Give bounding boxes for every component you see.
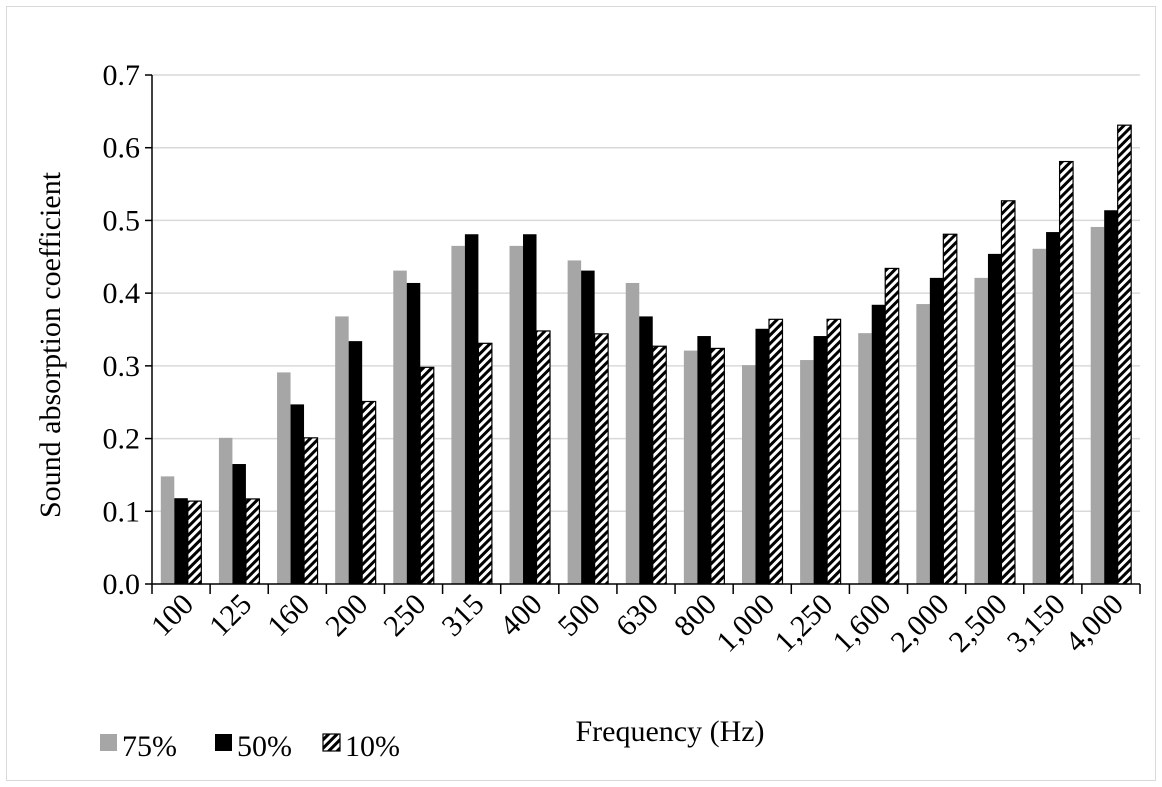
bar-10pct-160	[303, 437, 319, 585]
bar-75pct-1600	[858, 333, 872, 584]
x-tick-label: 500	[552, 588, 607, 643]
bar-10pct-630	[652, 345, 667, 585]
bar-50pct-250	[406, 282, 421, 584]
bar-10pct-1600	[884, 267, 900, 585]
y-tick-label: 0.2	[103, 423, 141, 456]
y-tick-label: 0.0	[103, 568, 141, 601]
bar-10pct-1250	[826, 318, 842, 585]
bar-10pct-250	[419, 366, 435, 585]
axes	[145, 74, 1141, 594]
bar-75pct-2500	[974, 277, 988, 584]
x-tick-label: 1,600	[826, 588, 897, 659]
x-tick-label: 630	[610, 588, 665, 643]
x-tick-label: 250	[377, 588, 432, 643]
x-tick-label: 2,500	[943, 588, 1014, 659]
bar-10pct-315	[477, 342, 493, 585]
x-tick-label: 315	[435, 588, 490, 643]
bar-10pct-4000	[1117, 124, 1132, 585]
bar-75pct-400	[509, 245, 524, 584]
legend-swatch-75	[100, 734, 117, 751]
y-tick-label: 0.5	[103, 204, 141, 237]
bar-75pct-4000	[1090, 226, 1105, 585]
bar-50pct-2500	[987, 253, 1002, 584]
bar-50pct-200	[348, 341, 363, 584]
legend-label-10: 10%	[345, 730, 400, 763]
bar-50pct-2000	[929, 277, 944, 584]
bar-75pct-800	[683, 350, 698, 584]
x-tick-label: 3,150	[1001, 588, 1072, 659]
bar-50pct-4000	[1104, 210, 1118, 584]
bar-50pct-100	[174, 498, 188, 584]
y-tick-label: 0.1	[103, 495, 141, 528]
bar-50pct-1600	[871, 304, 886, 584]
legend-label-75: 75%	[122, 730, 177, 763]
bar-75pct-630	[625, 282, 640, 584]
bar-50pct-1000	[755, 328, 769, 584]
bar-50pct-630	[639, 316, 653, 584]
y-tick-label: 0.7	[103, 59, 141, 92]
bar-75pct-1000	[741, 365, 756, 584]
legend-swatch-50	[215, 734, 232, 751]
x-tick-labels: 100 125 160 200 250 315 400 500 630 8001,0001,250…	[145, 588, 1130, 659]
bar-75pct-2000	[916, 304, 930, 584]
bar-50pct-125	[232, 464, 246, 584]
bar-10pct-125	[245, 498, 261, 585]
bar-75pct-100	[160, 476, 175, 584]
y-tick-label: 0.6	[103, 132, 141, 165]
bar-75pct-160	[277, 372, 291, 584]
bar-10pct-500	[594, 333, 609, 585]
bar-10pct-2000	[942, 233, 958, 585]
bar-50pct-500	[581, 270, 595, 584]
y-tick-labels: 0.0 0.1 0.2 0.3 0.4 0.5 0.6 0.7	[103, 59, 141, 601]
bar-75pct-1250	[800, 360, 814, 584]
y-axis-title: Sound absorption coefficient	[34, 171, 67, 518]
x-tick-label: 1,000	[710, 588, 781, 659]
x-tick-label: 200	[319, 588, 374, 643]
x-axis-title: Frequency (Hz)	[575, 715, 764, 748]
y-tick-label: 0.4	[103, 277, 141, 310]
x-tick-label: 2,000	[884, 588, 955, 659]
x-tick-label: 400	[494, 588, 549, 643]
bar-10pct-400	[535, 330, 551, 585]
bar-50pct-1250	[813, 336, 828, 584]
bar-75pct-315	[451, 245, 465, 584]
bar-75pct-200	[335, 316, 349, 584]
x-tick-label: 1,250	[768, 588, 839, 659]
bar-75pct-3150	[1032, 248, 1047, 584]
x-tick-label: 4,000	[1059, 588, 1130, 659]
x-tick-label: 125	[203, 588, 258, 643]
bar-50pct-3150	[1046, 232, 1060, 584]
legend-swatch-10	[322, 733, 341, 752]
bar-10pct-200	[361, 400, 377, 585]
bar-10pct-3150	[1058, 160, 1074, 585]
bars	[160, 124, 1132, 585]
x-tick-label: 100	[145, 588, 200, 643]
bar-75pct-125	[218, 437, 233, 584]
bar-10pct-2500	[1000, 200, 1016, 585]
y-tick-label: 0.3	[103, 350, 141, 383]
legend-label-50: 50%	[237, 730, 292, 763]
bar-50pct-315	[464, 234, 479, 584]
bar-75pct-500	[567, 260, 582, 584]
bar-50pct-800	[697, 336, 711, 584]
bar-10pct-1000	[768, 318, 784, 585]
bar-10pct-800	[710, 347, 725, 585]
bar-50pct-400	[523, 234, 537, 584]
bar-75pct-250	[393, 270, 407, 584]
x-tick-label: 160	[261, 588, 316, 643]
legend: 75% 50% 10%	[100, 730, 400, 763]
bar-50pct-160	[290, 404, 305, 584]
bar-10pct-100	[187, 500, 202, 585]
